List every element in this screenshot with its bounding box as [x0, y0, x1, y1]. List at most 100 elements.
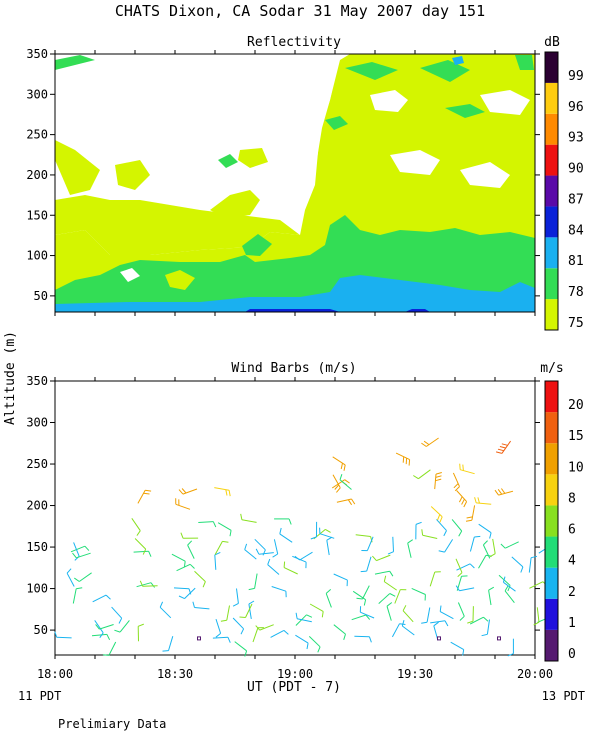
x-right-note: 13 PDT [542, 689, 585, 703]
wind-barb [214, 487, 231, 497]
wind-barb-shaft [234, 641, 247, 652]
wind-barb-flag [383, 575, 387, 582]
wind-barb [272, 539, 279, 558]
wind-barb-flag [339, 474, 343, 480]
wind-barb-shaft [267, 564, 280, 575]
wind-barb [271, 586, 287, 598]
wind-barb [137, 489, 152, 504]
wind-barb-flag [232, 602, 239, 607]
wind-barb [374, 570, 394, 577]
wind-barb-flag [363, 599, 367, 606]
wind-barb-flag [162, 650, 169, 652]
wind-barb-shaft [176, 563, 191, 572]
wind-barb-shaft [119, 620, 130, 633]
wind-barb-shaft [360, 611, 375, 619]
wind-barb-flag [248, 587, 255, 591]
wind-barb-flag [438, 550, 445, 553]
wind-barb [92, 594, 111, 603]
refl-level-78-patch [345, 62, 398, 80]
wind-barb-flag [239, 616, 246, 618]
wind-barb-shaft [476, 502, 492, 505]
wind-barb [482, 540, 491, 559]
wind-barb-flag [244, 650, 248, 657]
wind-barb [372, 554, 391, 562]
wind-barb [131, 518, 141, 536]
refl-level-78-patch [515, 55, 534, 70]
wind-barb-flag [202, 581, 206, 588]
wind-barb-flag [159, 601, 164, 608]
wind-barb-shaft [173, 587, 190, 590]
wind-barb [451, 519, 463, 537]
wind-barb [333, 624, 346, 640]
wind-barb-flag [421, 529, 424, 536]
wind-barb-shaft [142, 585, 158, 587]
wind-barb-shaft [482, 544, 491, 559]
wind-barb-flag [95, 624, 100, 630]
wind-barb-flag [272, 553, 278, 558]
wind-barb [474, 497, 492, 505]
wind-barb [133, 550, 152, 557]
wind-barb [434, 472, 442, 490]
wind-barb-shaft [258, 552, 274, 555]
x-left-note: 11 PDT [18, 689, 61, 703]
wind-barb-flag [288, 518, 292, 525]
wind-ytick-label: 250 [26, 457, 48, 471]
wind-barb-flag [458, 530, 463, 537]
wind-barb-flag [248, 600, 255, 605]
refl-ytick-label: 300 [26, 87, 48, 101]
wind-barb-shaft [99, 624, 114, 630]
wind-barb [459, 463, 475, 475]
wind-barb-shaft [333, 573, 348, 581]
refl-colorbar-swatch [545, 82, 558, 114]
wind-barb-flag [443, 530, 447, 537]
wind-barb-shaft [273, 539, 279, 555]
wind-barb [383, 575, 397, 591]
wind-barb-flag [215, 633, 221, 638]
wind-barb [395, 452, 411, 466]
wind-barb-flag [142, 548, 147, 555]
wind-ytick-label: 50 [34, 623, 48, 637]
refl-level-78-patch [325, 116, 348, 130]
refl-ytick-label: 100 [26, 249, 48, 263]
refl-level-78-patch [445, 104, 485, 118]
refl-colorbar-label: 96 [568, 100, 584, 115]
wind-barb-flag [530, 555, 538, 559]
refl-level-84 [245, 309, 340, 312]
wind-barb-shaft [392, 536, 394, 552]
wind-barb-flag [294, 555, 301, 561]
wind-barb-shaft [469, 616, 484, 625]
wind-barb-shaft [295, 634, 309, 644]
wind-barb [319, 527, 335, 539]
wind-barb-flag [489, 553, 496, 558]
wind-barb-shaft [79, 572, 92, 582]
wind-barb [456, 575, 468, 591]
wind-barb-flag [437, 514, 441, 521]
wind-barb [481, 619, 490, 637]
wind-barb-flag [483, 616, 489, 622]
refl-colorbar-border [544, 51, 559, 331]
wind-barb-flag [295, 612, 298, 619]
wind-barb [180, 532, 199, 539]
refl-level-81 [55, 275, 535, 312]
wind-barb-shaft [131, 518, 141, 531]
refl-level-75-patch [238, 148, 268, 168]
wind-barb-flag [401, 620, 405, 627]
wind-barb-flag [229, 530, 232, 537]
wind-barb-flag [306, 643, 309, 650]
wind-barb-flag [455, 585, 460, 591]
wind-barb-shaft [171, 553, 186, 562]
x-tick-label: 20:00 [517, 667, 553, 681]
wind-barb-flag [462, 464, 464, 471]
wind-barb-flag [343, 633, 346, 640]
wind-ytick-label: 200 [26, 499, 48, 513]
wind-barb-shaft [214, 554, 217, 570]
wind-barb-flag [255, 548, 260, 555]
wind-barb-flag [212, 521, 217, 528]
wind-barb [407, 539, 413, 558]
wind-barb [91, 633, 111, 641]
wind-barb-shaft [336, 498, 352, 503]
wind-barb-shaft [451, 519, 463, 532]
wind-barb [72, 552, 91, 559]
wind-barb-shaft [236, 588, 239, 604]
wind-barb [274, 518, 292, 525]
